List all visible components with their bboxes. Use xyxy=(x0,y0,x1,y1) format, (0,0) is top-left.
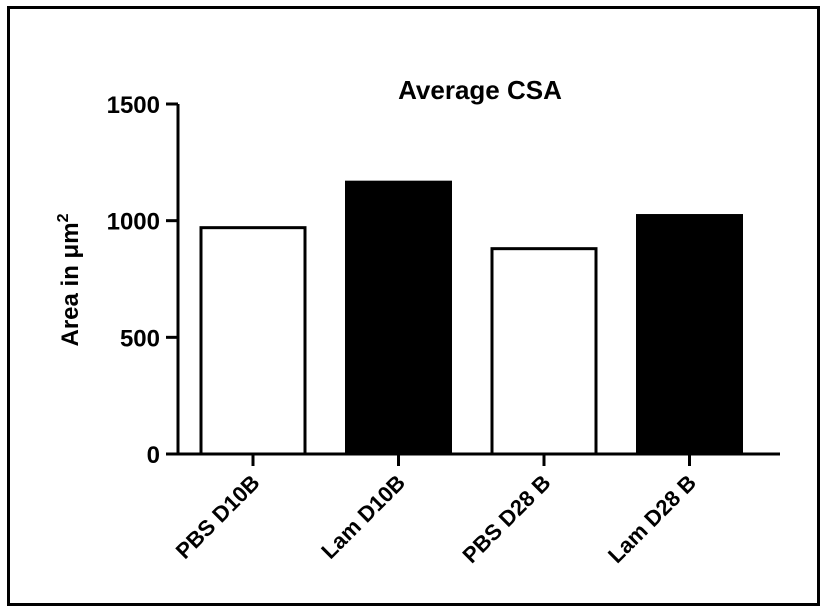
y-tick-label: 1500 xyxy=(107,92,160,119)
y-tick-label: 1000 xyxy=(107,209,160,236)
x-tick-label: PBS D28 B xyxy=(457,470,555,568)
x-tick-label: Lam D28 B xyxy=(603,470,701,568)
y-axis-label: Area in μm2 xyxy=(55,213,84,346)
bar-lam-d28-b xyxy=(636,214,743,456)
bar-pbs-d28-b xyxy=(490,247,598,456)
y-axis-label-superscript: 2 xyxy=(55,213,72,222)
bar-lam-d10b xyxy=(345,180,452,456)
y-axis-label-text: Area in μm xyxy=(57,222,84,346)
x-tick-label: Lam D10B xyxy=(316,470,410,564)
y-tick-label: 0 xyxy=(147,442,160,469)
x-tick-label: PBS D10B xyxy=(171,470,265,564)
chart-title: Average CSA xyxy=(398,75,562,105)
bar-pbs-d10b xyxy=(199,226,307,456)
y-tick-label: 500 xyxy=(120,325,160,352)
